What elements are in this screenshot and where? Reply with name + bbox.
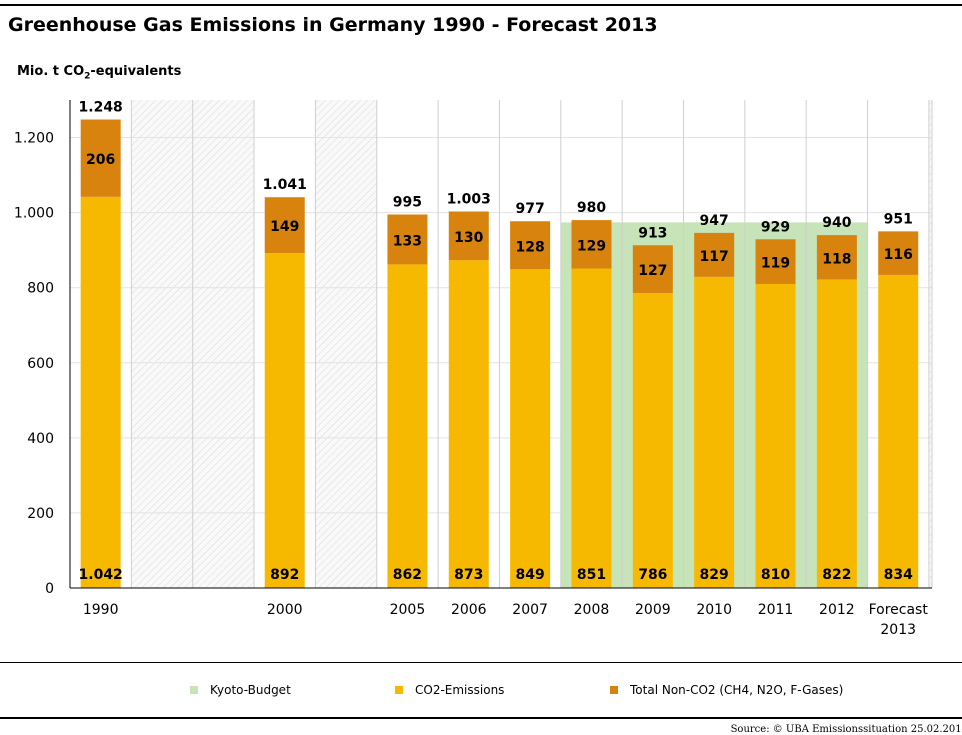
x-tick-label: 2006 — [451, 602, 487, 618]
bar-non-co2 — [878, 231, 919, 275]
label-total: 977 — [516, 201, 545, 217]
chart-title: Greenhouse Gas Emissions in Germany 1990… — [8, 14, 658, 36]
x-tick-label: 2011 — [758, 602, 794, 618]
x-tick-label: 1990 — [83, 602, 119, 618]
label-co2: 851 — [577, 567, 606, 583]
x-tick-label: Forecast — [869, 602, 929, 618]
label-non-co2: 119 — [761, 256, 790, 272]
bar-non-co2 — [816, 235, 857, 280]
legend-item-nonco2: Total Non-CO2 (CH4, N2O, F-Gases) — [610, 683, 843, 697]
label-total: 1.003 — [447, 191, 491, 207]
bar-non-co2 — [264, 197, 305, 254]
label-total: 1.248 — [79, 100, 123, 116]
y-tick-label: 200 — [27, 506, 54, 522]
y-tick-label: 1.000 — [14, 206, 54, 222]
x-tick-label: 2012 — [819, 602, 855, 618]
source-note: Source: © UBA Emissionssituation 25.02.2… — [730, 724, 962, 735]
bar-non-co2 — [80, 119, 121, 197]
label-co2: 873 — [454, 567, 483, 583]
bar-co2 — [755, 283, 796, 588]
x-tick-label: 2000 — [267, 602, 303, 618]
label-co2: 786 — [638, 567, 667, 583]
bar-co2 — [571, 268, 612, 588]
label-non-co2: 117 — [700, 249, 729, 265]
label-co2: 892 — [270, 567, 299, 583]
bar-co2 — [448, 260, 489, 588]
bar-non-co2 — [448, 211, 489, 261]
legend: Kyoto-Budget CO2-Emissions Total Non-CO2 (… — [0, 683, 962, 703]
label-total: 995 — [393, 194, 422, 210]
label-total: 929 — [761, 219, 790, 235]
y-axis-unit: Mio. t CO2-equivalents — [17, 64, 181, 82]
bar-non-co2 — [387, 214, 428, 265]
label-non-co2: 127 — [638, 263, 667, 279]
legend-item-co2: CO2-Emissions — [395, 683, 504, 697]
y-tick-label: 800 — [27, 281, 54, 297]
legend-swatch — [610, 685, 618, 694]
label-total: 951 — [884, 211, 913, 227]
bar-co2 — [694, 276, 735, 588]
legend-label: Total Non-CO2 (CH4, N2O, F-Gases) — [630, 683, 844, 697]
bar-non-co2 — [632, 245, 673, 293]
label-non-co2: 149 — [270, 219, 299, 235]
legend-swatch — [190, 685, 198, 694]
bar-co2 — [632, 292, 673, 588]
label-co2: 849 — [516, 567, 545, 583]
legend-top-rule — [0, 662, 962, 663]
label-total: 913 — [638, 225, 667, 241]
y-tick-label: 600 — [27, 356, 54, 372]
label-non-co2: 133 — [393, 233, 422, 249]
bar-co2 — [878, 274, 919, 588]
label-non-co2: 129 — [577, 238, 606, 254]
label-non-co2: 128 — [516, 239, 545, 255]
label-total: 947 — [700, 213, 729, 229]
bottom-rule — [0, 717, 962, 719]
bar-non-co2 — [510, 221, 551, 270]
label-non-co2: 118 — [822, 251, 851, 267]
top-rule — [0, 4, 962, 6]
label-non-co2: 206 — [86, 152, 115, 168]
label-total: 980 — [577, 200, 606, 216]
bar-co2 — [510, 269, 551, 588]
bar-non-co2 — [755, 239, 796, 284]
label-co2: 822 — [822, 567, 851, 583]
unit-subscript: 2 — [84, 71, 91, 82]
x-tick-label: 2008 — [574, 602, 610, 618]
x-tick-label-line2: 2013 — [880, 622, 916, 638]
label-co2: 834 — [884, 567, 913, 583]
label-co2: 862 — [393, 567, 422, 583]
y-tick-label: 400 — [27, 431, 54, 447]
stacked-bar-chart: 1.042 206 1.248 892 149 1.041 862 133 995 873 130 1… — [14, 100, 933, 638]
label-non-co2: 130 — [454, 230, 483, 246]
label-total: 1.041 — [263, 177, 307, 193]
x-tick-label: 2010 — [696, 602, 732, 618]
legend-label: CO2-Emissions — [415, 683, 505, 697]
legend-swatch — [395, 685, 403, 694]
unit-suffix: -equivalents — [90, 64, 182, 79]
bar-co2 — [387, 264, 428, 588]
label-co2: 829 — [700, 567, 729, 583]
bar-co2 — [264, 253, 305, 588]
bar-non-co2 — [571, 220, 612, 269]
bar-co2 — [816, 279, 857, 588]
label-non-co2: 116 — [884, 247, 913, 263]
label-co2: 1.042 — [79, 567, 123, 583]
label-total: 940 — [822, 215, 851, 231]
x-tick-label: 2005 — [390, 602, 426, 618]
x-tick-label: 2009 — [635, 602, 671, 618]
unit-prefix: Mio. t CO — [17, 64, 85, 79]
y-tick-label: 1.200 — [14, 131, 54, 147]
legend-item-kyoto: Kyoto-Budget — [190, 683, 291, 697]
x-tick-label: 2007 — [512, 602, 548, 618]
bar-non-co2 — [694, 232, 735, 277]
label-co2: 810 — [761, 567, 790, 583]
legend-label: Kyoto-Budget — [210, 683, 291, 697]
bar-co2 — [80, 196, 121, 588]
y-tick-label: 0 — [45, 581, 54, 597]
